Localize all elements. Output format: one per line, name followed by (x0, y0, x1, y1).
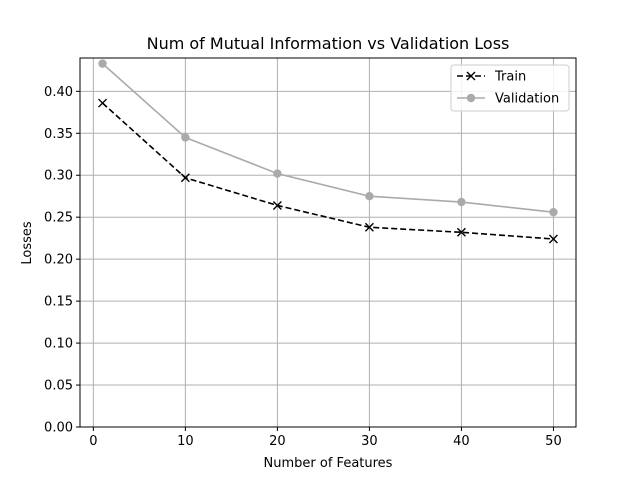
series-line-train (102, 102, 554, 240)
x-tick-label: 10 (177, 434, 194, 449)
series-line-validation (102, 63, 554, 213)
y-tick-label: 0.20 (44, 253, 73, 268)
x-axis-label: Number of Features (264, 456, 393, 471)
series-layer (98, 59, 558, 244)
y-tick-label: 0.25 (44, 211, 73, 226)
legend-swatch-validation (457, 93, 485, 103)
data-point-validation (98, 59, 107, 68)
data-point-train (272, 200, 282, 210)
axis-ticks: 0 10 20 30 40 50 0.00 0.05 0.10 0.15 0.20 0.25 0.30 0… (44, 85, 562, 449)
data-point-validation (457, 197, 466, 207)
y-tick-label: 0.30 (44, 169, 73, 184)
data-point-train (548, 234, 558, 244)
chart-title: Num of Mutual Information vs Validation … (147, 34, 510, 53)
x-tick-label: 20 (269, 434, 286, 449)
data-point-train (98, 98, 108, 108)
x-tick-label: 50 (545, 434, 562, 449)
grid (80, 58, 576, 428)
y-tick-label: 0.35 (44, 127, 73, 142)
data-point-train (364, 222, 374, 232)
legend-swatch-train (457, 71, 485, 81)
data-point-train (180, 173, 190, 183)
x-tick-label: 30 (361, 434, 378, 449)
series-validation (98, 59, 558, 217)
y-tick-label: 0.00 (44, 421, 73, 436)
legend-label-validation: Validation (495, 92, 559, 107)
y-tick-label: 0.40 (44, 85, 73, 100)
y-tick-label: 0.15 (44, 295, 73, 310)
x-tick-label: 40 (453, 434, 470, 449)
series-train (98, 98, 558, 244)
x-tick-label: 0 (89, 434, 97, 449)
data-point-validation (549, 207, 558, 217)
y-axis-label: Losses (20, 221, 35, 265)
y-tick-label: 0.10 (44, 337, 73, 352)
data-point-validation (365, 192, 374, 201)
y-tick-label: 0.05 (44, 379, 73, 394)
plot-frame (79, 57, 577, 428)
data-point-validation (181, 133, 190, 142)
legend: Train Validation (450, 64, 570, 112)
data-point-train (456, 227, 466, 237)
legend-label-train: Train (494, 70, 526, 85)
data-point-validation (273, 169, 282, 178)
